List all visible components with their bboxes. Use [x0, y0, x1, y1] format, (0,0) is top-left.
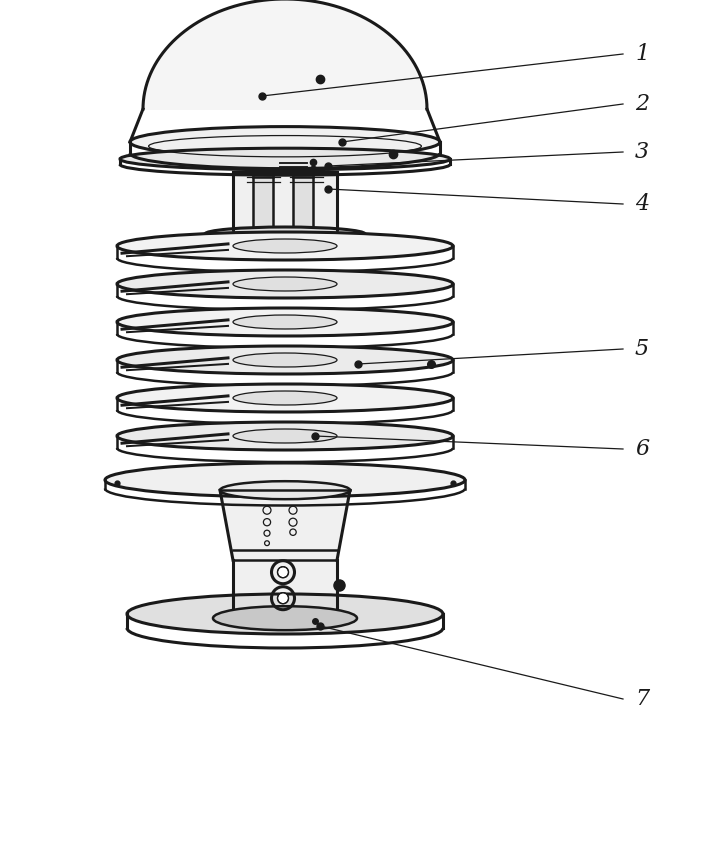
Ellipse shape — [120, 149, 450, 170]
Ellipse shape — [117, 422, 453, 450]
Text: 3: 3 — [635, 141, 649, 163]
Ellipse shape — [233, 277, 337, 291]
Ellipse shape — [233, 315, 337, 329]
Ellipse shape — [117, 346, 453, 374]
Polygon shape — [253, 177, 273, 229]
Text: 1: 1 — [635, 43, 649, 65]
Circle shape — [277, 567, 288, 578]
Ellipse shape — [117, 384, 453, 412]
Ellipse shape — [130, 127, 440, 157]
Ellipse shape — [220, 481, 350, 499]
Text: 6: 6 — [635, 438, 649, 460]
Polygon shape — [293, 177, 313, 229]
Ellipse shape — [117, 308, 453, 336]
Polygon shape — [143, 0, 427, 109]
Ellipse shape — [117, 232, 453, 260]
Ellipse shape — [233, 429, 337, 443]
Ellipse shape — [105, 463, 465, 497]
Polygon shape — [233, 172, 337, 229]
Ellipse shape — [233, 353, 337, 367]
Ellipse shape — [233, 239, 337, 253]
Ellipse shape — [205, 227, 365, 241]
Polygon shape — [233, 560, 337, 592]
Text: 4: 4 — [635, 193, 649, 215]
Text: 7: 7 — [635, 688, 649, 710]
Ellipse shape — [233, 391, 337, 405]
Text: 5: 5 — [635, 338, 649, 360]
Ellipse shape — [213, 607, 357, 630]
Ellipse shape — [127, 594, 443, 634]
Polygon shape — [220, 490, 350, 560]
Ellipse shape — [117, 270, 453, 298]
Circle shape — [277, 593, 288, 604]
Text: 2: 2 — [635, 93, 649, 115]
